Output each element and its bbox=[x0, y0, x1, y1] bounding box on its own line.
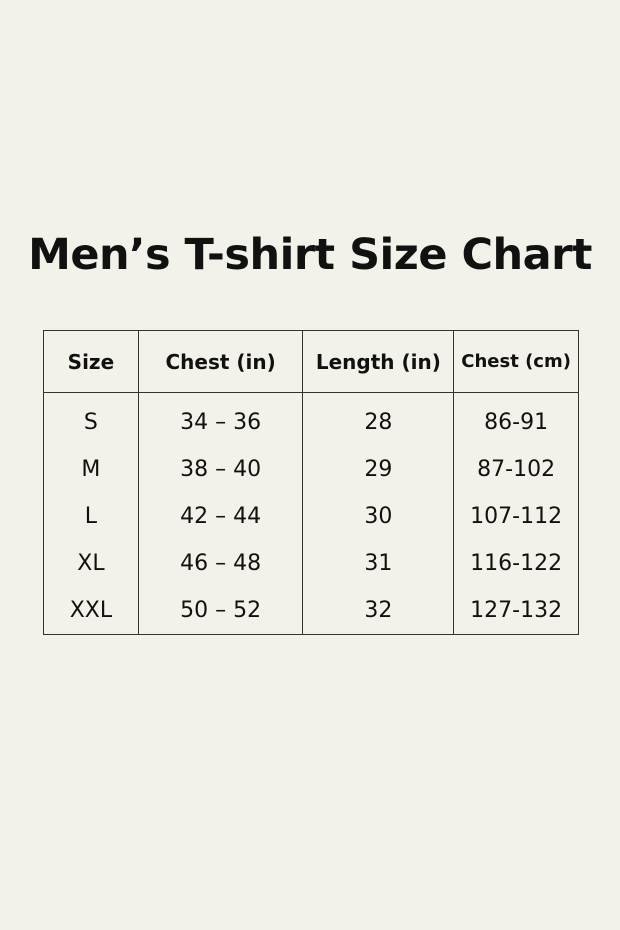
size-chart-table: Size Chest (in) Length (in) Chest (cm) S… bbox=[43, 330, 579, 635]
cell-chest-in: 34 – 36 bbox=[137, 392, 303, 446]
cell-chest-cm: 87-102 bbox=[453, 446, 579, 493]
cell-length-in: 29 bbox=[302, 446, 454, 493]
cell-size: XL bbox=[43, 540, 139, 587]
cell-chest-cm: 107-112 bbox=[453, 493, 579, 540]
page-title: Men’s T-shirt Size Chart bbox=[28, 230, 592, 280]
table-row: M 38 – 40 29 87-102 bbox=[43, 446, 579, 493]
cell-chest-in: 46 – 48 bbox=[137, 540, 303, 587]
cell-length-in: 28 bbox=[302, 392, 454, 446]
table-row: XXL 50 – 52 32 127-132 bbox=[43, 587, 579, 635]
table-row: S 34 – 36 28 86-91 bbox=[43, 392, 579, 446]
table-row: L 42 – 44 30 107-112 bbox=[43, 493, 579, 540]
header-chest-in: Chest (in) bbox=[137, 330, 303, 393]
cell-size: XXL bbox=[43, 587, 139, 635]
cell-chest-cm: 86-91 bbox=[453, 392, 579, 446]
header-chest-cm: Chest (cm) bbox=[453, 330, 579, 393]
cell-length-in: 32 bbox=[302, 587, 454, 635]
cell-chest-cm: 116-122 bbox=[453, 540, 579, 587]
table-row: XL 46 – 48 31 116-122 bbox=[43, 540, 579, 587]
cell-chest-cm: 127-132 bbox=[453, 587, 579, 635]
header-row: Size Chest (in) Length (in) Chest (cm) bbox=[43, 330, 579, 393]
header-size: Size bbox=[43, 330, 139, 393]
cell-length-in: 31 bbox=[302, 540, 454, 587]
cell-length-in: 30 bbox=[302, 493, 454, 540]
cell-size: L bbox=[43, 493, 139, 540]
cell-size: S bbox=[43, 392, 139, 446]
cell-chest-in: 42 – 44 bbox=[137, 493, 303, 540]
cell-chest-in: 38 – 40 bbox=[137, 446, 303, 493]
cell-size: M bbox=[43, 446, 139, 493]
cell-chest-in: 50 – 52 bbox=[137, 587, 303, 635]
header-length-in: Length (in) bbox=[302, 330, 454, 393]
